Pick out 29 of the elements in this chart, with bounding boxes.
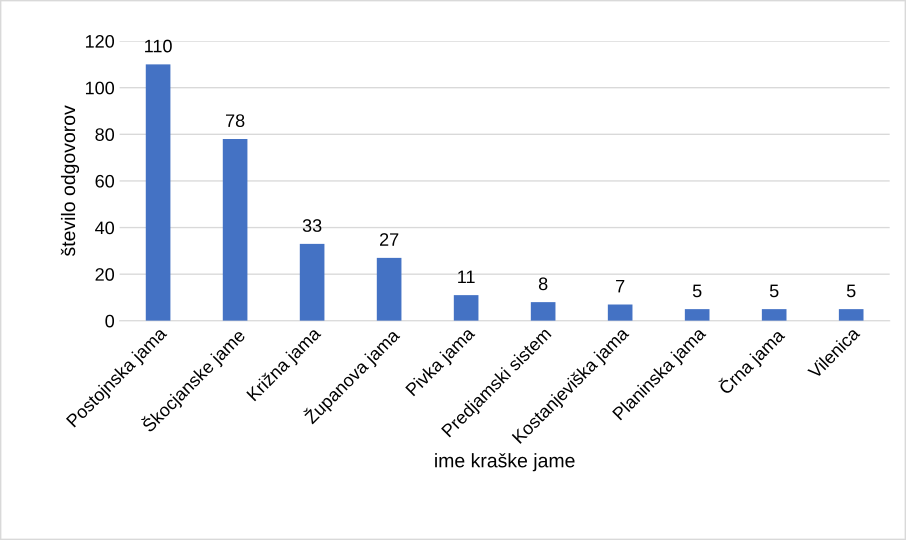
bar (762, 309, 786, 321)
bar (454, 295, 478, 321)
bar (684, 309, 710, 321)
y-tick-label: 20 (96, 268, 114, 281)
bar (838, 309, 864, 321)
data-label: 5 (692, 284, 702, 298)
y-axis-title: število odgovorov (60, 105, 80, 256)
data-label: 27 (380, 233, 398, 246)
y-tick-label: 40 (95, 221, 114, 234)
data-label: 110 (145, 40, 172, 52)
y-tick-label: 80 (95, 128, 114, 141)
data-label: 11 (458, 270, 475, 284)
data-label: 5 (770, 284, 778, 298)
bar (376, 258, 402, 321)
data-label: 5 (846, 284, 856, 298)
x-axis-title: ime kraške jame (435, 453, 575, 472)
bar (222, 138, 248, 321)
data-label: 78 (226, 114, 244, 128)
data-label: 8 (538, 277, 548, 290)
data-label: 7 (616, 280, 624, 292)
y-tick-label: 120 (86, 34, 114, 48)
y-tick-label: 60 (96, 174, 114, 188)
bar (300, 244, 324, 321)
bar (530, 302, 556, 321)
y-tick-label: 100 (86, 82, 114, 94)
y-tick-label: 0 (105, 314, 114, 328)
bar (146, 64, 170, 321)
bar (608, 304, 632, 321)
data-label: 33 (302, 219, 322, 232)
